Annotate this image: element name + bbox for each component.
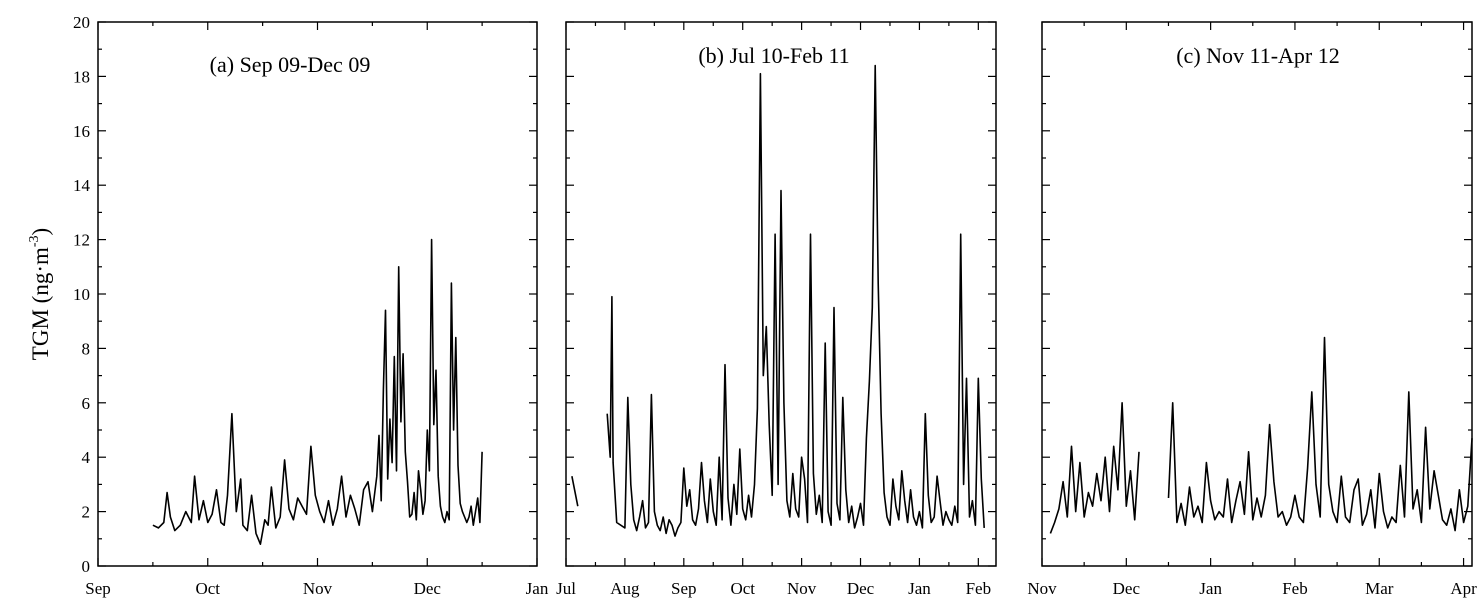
x-tick-label: Jan [1199, 579, 1222, 598]
x-tick-label: Nov [787, 579, 817, 598]
x-tick-label: Sep [671, 579, 697, 598]
plot-frame [1041, 21, 1473, 567]
x-tick-label: Apr [1450, 579, 1477, 598]
y-tick-label: 12 [73, 231, 90, 250]
y-tick-label: 14 [73, 176, 91, 195]
y-tick-label: 16 [73, 122, 90, 141]
x-tick-label: Oct [730, 579, 755, 598]
tgm-series-line [1049, 336, 1473, 534]
y-tick-label: 4 [82, 448, 91, 467]
y-tick-label: 20 [73, 13, 90, 32]
y-tick-label: 10 [73, 285, 90, 304]
x-tick-label: Dec [1113, 579, 1141, 598]
y-tick-label: 0 [82, 557, 91, 576]
y-tick-label: 18 [73, 67, 90, 86]
x-tick-label: Jan [908, 579, 931, 598]
x-tick-label: Nov [1027, 579, 1057, 598]
panel-title: (b) Jul 10-Feb 11 [698, 43, 849, 68]
x-tick-label: Sep [85, 579, 111, 598]
x-tick-label: Jan [526, 579, 549, 598]
y-tick-label: 2 [82, 503, 91, 522]
x-tick-label: Mar [1365, 579, 1394, 598]
panel-title: (c) Nov 11-Apr 12 [1176, 43, 1340, 68]
tgm-series-line [152, 238, 483, 545]
x-tick-label: Jul [556, 579, 576, 598]
x-tick-label: Aug [610, 579, 640, 598]
tgm-series-line [571, 64, 985, 537]
y-axis-label: TGM (ng·m-3) [27, 228, 53, 360]
x-tick-label: Dec [414, 579, 442, 598]
panel-b: Jul Aug Sep Oct Nov Dec Jan Feb (b) Jul 10-Feb 1… [556, 21, 997, 598]
panel-a: 0 2 4 6 8 10 12 14 16 18 20 Sep Oct Nov Dec Jan (a) Sep … [73, 13, 549, 598]
x-tick-label: Dec [847, 579, 875, 598]
plot-frame [97, 21, 538, 567]
panel-title: (a) Sep 09-Dec 09 [210, 52, 371, 77]
y-tick-label: 8 [82, 339, 91, 358]
panel-c: Nov Dec Jan Feb Mar Apr (c) Nov 11-Apr 12 [1027, 21, 1477, 598]
x-tick-label: Oct [195, 579, 220, 598]
x-tick-label: Feb [966, 579, 992, 598]
x-tick-label: Nov [303, 579, 333, 598]
y-tick-label: 6 [82, 394, 91, 413]
x-tick-label: Feb [1282, 579, 1308, 598]
